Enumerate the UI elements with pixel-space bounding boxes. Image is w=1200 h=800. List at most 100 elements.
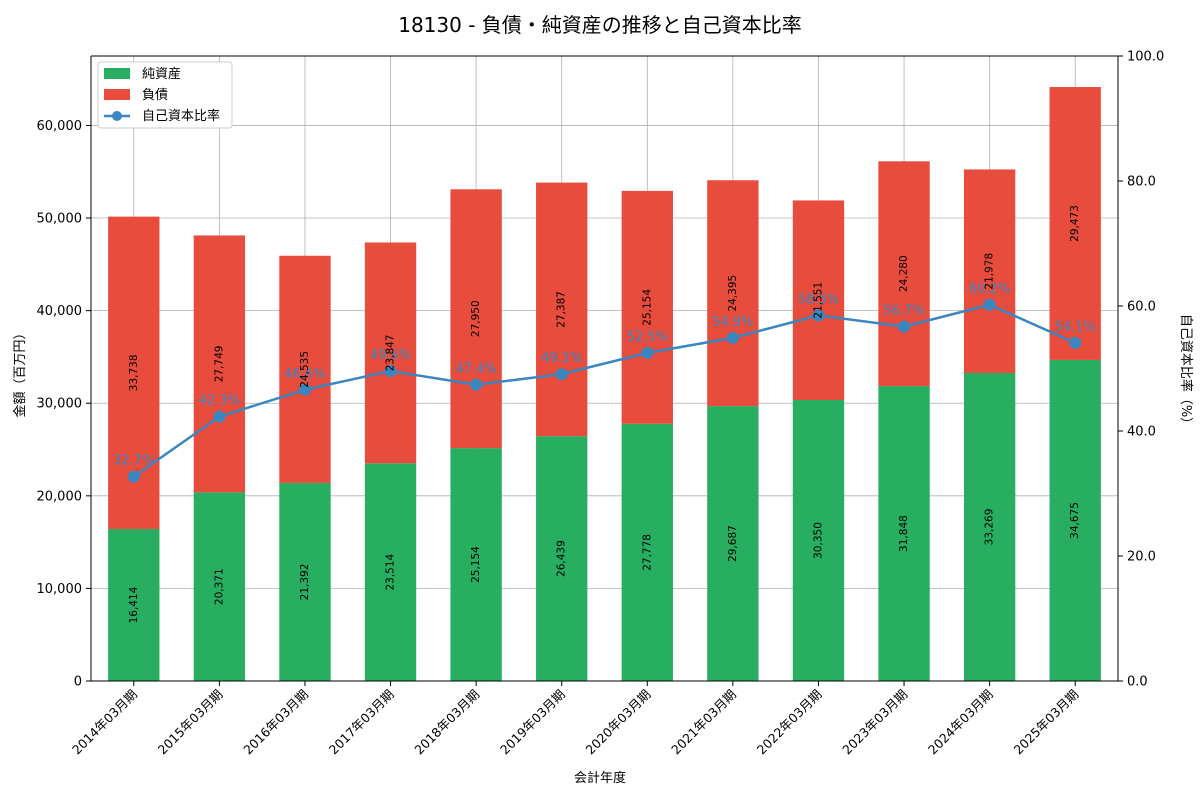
bar-liabilities xyxy=(792,200,845,400)
ratio-line xyxy=(133,303,1076,478)
bar-label-net-assets: 33,269 xyxy=(984,509,996,546)
bar-liabilities xyxy=(364,242,417,464)
bar-label-net-assets: 27,778 xyxy=(641,534,653,571)
ratio-label: 52.5% xyxy=(627,330,668,345)
bar-label-liabilities: 27,387 xyxy=(556,291,568,328)
ratio-label: 47.4% xyxy=(455,362,496,377)
ratio-label: 56.7% xyxy=(883,304,924,319)
bar-net-assets xyxy=(279,482,331,681)
ratio-point xyxy=(127,470,140,483)
y-tick-label: 0 xyxy=(74,675,82,690)
bar-net-assets xyxy=(450,448,502,681)
legend: 純資産 負債 自己資本比率 xyxy=(97,61,233,129)
bar-label-liabilities: 27,749 xyxy=(213,346,225,383)
ratio-point xyxy=(470,378,483,391)
bar-liabilities xyxy=(878,161,930,387)
x-axis-label: 会計年度 xyxy=(574,770,626,786)
x-tick-label: 2015年03月期 xyxy=(155,687,226,758)
y-tick-label: 40,000 xyxy=(37,304,83,319)
y2-tick-label: 40.0 xyxy=(1127,425,1156,440)
ratio-point xyxy=(983,298,996,311)
ratio-point xyxy=(641,346,654,359)
bar-label-liabilities: 27,950 xyxy=(470,300,482,337)
ratio-label: 46.6% xyxy=(284,367,325,382)
bar-label-net-assets: 21,392 xyxy=(299,564,311,601)
legend-swatch-liabilities xyxy=(104,89,130,100)
y-axis-label: 金額（百万円） xyxy=(12,326,28,417)
x-tick-label: 2020年03月期 xyxy=(583,687,654,758)
legend-label-liabilities: 負債 xyxy=(142,88,168,103)
bar-label-liabilities: 21,551 xyxy=(812,282,824,319)
ratio-point xyxy=(213,410,226,423)
ratio-line-layer: 32.7% 42.3% 46.6% 49.6% 47.4% 49.1% 52.5% 54.9%… xyxy=(113,282,1096,483)
x-tick-label: 2014年03月期 xyxy=(69,687,140,758)
ratio-label: 49.1% xyxy=(541,351,582,366)
bar-label-net-assets: 16,414 xyxy=(128,586,140,623)
legend-label-ratio: 自己資本比率 xyxy=(142,108,220,124)
bar-label-net-assets: 20,371 xyxy=(213,568,225,605)
chart-title: 18130 - 負債・純資産の推移と自己資本比率 xyxy=(398,13,802,37)
bar-net-assets xyxy=(1049,359,1101,681)
bar-net-assets xyxy=(536,436,588,681)
ratio-label: 54.1% xyxy=(1055,320,1096,335)
x-tick-label: 2016年03月期 xyxy=(240,687,311,758)
bar-label-net-assets: 34,675 xyxy=(1069,502,1081,539)
bar-net-assets xyxy=(193,492,246,681)
y2-tick-label: 100.0 xyxy=(1127,50,1164,65)
bar-label-liabilities: 24,535 xyxy=(299,351,311,388)
y-tick-label: 30,000 xyxy=(37,397,83,412)
ratio-label: 60.2% xyxy=(969,282,1010,297)
bar-liabilities xyxy=(536,182,588,437)
bar-liabilities xyxy=(621,190,673,424)
bar-label-net-assets: 25,154 xyxy=(470,546,482,583)
bar-label-net-assets: 26,439 xyxy=(556,540,568,577)
ratio-label: 32.7% xyxy=(113,454,154,469)
bar-liabilities xyxy=(279,255,331,483)
bar-liabilities xyxy=(450,189,502,449)
y2-tick-label: 0.0 xyxy=(1127,675,1148,690)
y2-tick-label: 60.0 xyxy=(1127,300,1156,315)
x-tick-label: 2025年03月期 xyxy=(1010,687,1081,758)
bar-net-assets xyxy=(621,423,673,681)
ratio-label: 58.5% xyxy=(798,292,839,307)
labels-layer: 16,414 33,738 20,371 27,749 21,392 24,535 23,5… xyxy=(128,205,1081,623)
y2-tick-label: 20.0 xyxy=(1127,550,1156,565)
legend-swatch-ratio-marker xyxy=(112,111,122,121)
y-tick-label: 60,000 xyxy=(37,119,83,134)
bar-net-assets xyxy=(364,463,417,681)
bar-label-liabilities: 21,978 xyxy=(984,253,996,290)
bar-label-liabilities: 23,847 xyxy=(385,335,397,372)
x-tick-label: 2022年03月期 xyxy=(754,687,825,758)
bar-label-net-assets: 30,350 xyxy=(812,522,824,559)
ratio-point xyxy=(726,331,739,344)
y-tick-label: 10,000 xyxy=(37,582,83,597)
x-tick-label: 2021年03月期 xyxy=(668,687,739,758)
x-tick-label: 2023年03月期 xyxy=(839,687,910,758)
bar-label-liabilities: 33,738 xyxy=(128,354,140,391)
ratio-label: 54.9% xyxy=(712,315,753,330)
bar-label-net-assets: 31,848 xyxy=(898,515,910,552)
bar-net-assets xyxy=(878,386,930,681)
bar-label-liabilities: 29,473 xyxy=(1069,205,1081,242)
bar-label-liabilities: 24,280 xyxy=(898,255,910,292)
bar-label-net-assets: 23,514 xyxy=(385,553,397,590)
bar-label-liabilities: 25,154 xyxy=(641,289,653,326)
legend-swatch-net-assets xyxy=(104,68,130,79)
bar-liabilities xyxy=(193,235,246,493)
bar-label-net-assets: 29,687 xyxy=(727,525,739,562)
bar-liabilities xyxy=(963,169,1016,373)
bars-layer xyxy=(108,87,1101,681)
ratio-label: 42.3% xyxy=(199,394,240,409)
ratio-point xyxy=(298,383,311,396)
y-tick-label: 20,000 xyxy=(37,489,83,504)
y-tick-label: 50,000 xyxy=(37,212,83,227)
legend-box xyxy=(97,61,233,129)
x-tick-label: 2017年03月期 xyxy=(326,687,397,758)
x-tick-label: 2018年03月期 xyxy=(411,687,482,758)
y2-tick-label: 80.0 xyxy=(1127,175,1156,190)
ratio-point xyxy=(812,309,825,322)
bar-liabilities xyxy=(1049,87,1101,360)
ratio-point xyxy=(384,365,397,377)
ratio-point xyxy=(1069,336,1082,349)
